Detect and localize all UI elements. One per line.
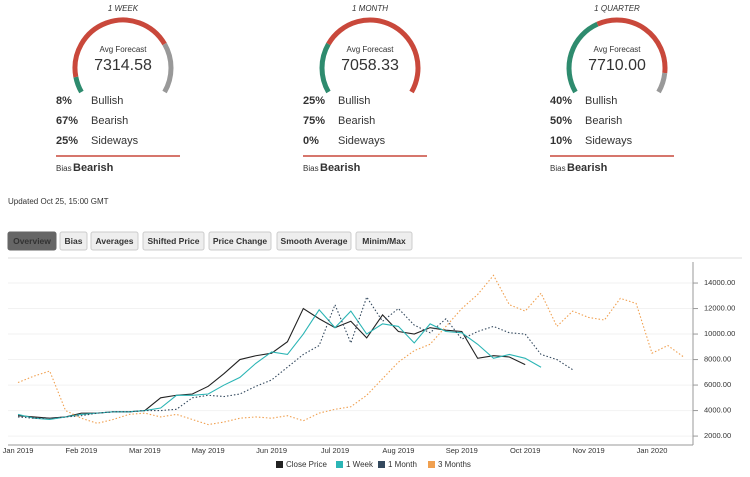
avg-value: 7314.58 — [94, 57, 152, 74]
row-percent: 50% — [550, 115, 572, 127]
gauge-period: 1 MONTH — [352, 4, 388, 13]
tab[interactable] — [208, 231, 272, 251]
row-percent: 25% — [56, 135, 78, 147]
row-percent: 25% — [303, 95, 325, 107]
row-name: Sideways — [338, 135, 386, 147]
y-tick-label: 10000.00 — [704, 329, 735, 338]
gauge-arc — [73, 76, 84, 94]
x-tick-label: Nov 2019 — [573, 446, 605, 455]
y-tick-label: 8000.00 — [704, 355, 731, 364]
bias-value: Bearish — [567, 162, 608, 174]
gauge-arc — [656, 72, 668, 94]
tab-label[interactable]: Minim/Max — [362, 236, 406, 246]
row-percent: 8% — [56, 95, 72, 107]
tab[interactable] — [90, 231, 139, 251]
bias-label: Bias — [303, 164, 319, 173]
tab[interactable] — [276, 231, 352, 251]
legend-swatch — [336, 461, 343, 468]
x-tick-label: Sep 2019 — [446, 446, 478, 455]
y-tick-label: 2000.00 — [704, 431, 731, 440]
y-tick-label: 4000.00 — [704, 406, 731, 415]
row-percent: 67% — [56, 115, 78, 127]
gauge-arc — [566, 21, 599, 94]
x-tick-label: Jun 2019 — [256, 446, 287, 455]
row-name: Bearish — [91, 115, 128, 127]
series-line — [17, 274, 685, 426]
tab-label[interactable]: Price Change — [213, 236, 268, 246]
legend-swatch — [378, 461, 385, 468]
row-name: Bullish — [585, 95, 617, 107]
row-name: Sideways — [91, 135, 139, 147]
gauge-arc — [326, 17, 421, 94]
bias-value: Bearish — [320, 162, 361, 174]
x-tick-label: Jan 2019 — [3, 446, 34, 455]
tab-label[interactable]: Bias — [65, 236, 83, 246]
bias-value: Bearish — [73, 162, 114, 174]
x-tick-label: Jan 2020 — [637, 446, 668, 455]
y-tick-label: 12000.00 — [704, 304, 735, 313]
x-tick-label: May 2019 — [192, 446, 225, 455]
y-tick-label: 6000.00 — [704, 380, 731, 389]
x-tick-label: Feb 2019 — [66, 446, 98, 455]
gauge-arc — [72, 17, 167, 78]
row-name: Bullish — [338, 95, 370, 107]
row-percent: 0% — [303, 135, 319, 147]
tab-label[interactable]: Averages — [96, 236, 134, 246]
tab-label[interactable]: Overview — [13, 236, 51, 246]
bias-label: Bias — [56, 164, 72, 173]
updated: Updated Oct 25, 15:00 GMT — [8, 197, 109, 206]
y-tick-label: 14000.00 — [704, 278, 735, 287]
row-percent: 40% — [550, 95, 572, 107]
tab[interactable] — [7, 231, 57, 251]
gauge-arc — [319, 42, 331, 94]
x-tick-label: Oct 2019 — [510, 446, 540, 455]
row-percent: 10% — [550, 135, 572, 147]
avg-label: Avg Forecast — [100, 45, 148, 54]
series-line — [17, 295, 574, 419]
row-name: Sideways — [585, 135, 633, 147]
row-name: Bearish — [338, 115, 375, 127]
avg-label: Avg Forecast — [347, 45, 395, 54]
series-line — [17, 308, 542, 421]
gauge-arc — [162, 42, 174, 94]
legend-label: 1 Month — [388, 460, 417, 469]
tab[interactable] — [355, 231, 413, 251]
row-name: Bullish — [91, 95, 123, 107]
legend-label: 1 Week — [346, 460, 374, 469]
avg-value: 7710.00 — [588, 57, 646, 74]
x-tick-label: Mar 2019 — [129, 446, 161, 455]
series-line — [17, 307, 526, 419]
gauge-arc — [596, 17, 668, 74]
tab[interactable] — [142, 231, 205, 251]
gauge-period: 1 QUARTER — [594, 4, 640, 13]
tab-label[interactable]: Shifted Price — [148, 236, 200, 246]
avg-label: Avg Forecast — [594, 45, 642, 54]
gauge-period: 1 WEEK — [108, 4, 139, 13]
row-name: Bearish — [585, 115, 622, 127]
legend-label: Close Price — [286, 460, 327, 469]
tab[interactable] — [59, 231, 88, 251]
bias-label: Bias — [550, 164, 566, 173]
x-tick-label: Jul 2019 — [321, 446, 349, 455]
row-percent: 75% — [303, 115, 325, 127]
legend-label: 3 Months — [438, 460, 471, 469]
legend-swatch — [428, 461, 435, 468]
x-tick-label: Aug 2019 — [382, 446, 414, 455]
avg-value: 7058.33 — [341, 57, 399, 74]
legend-swatch — [276, 461, 283, 468]
tab-label[interactable]: Smooth Average — [281, 236, 348, 246]
